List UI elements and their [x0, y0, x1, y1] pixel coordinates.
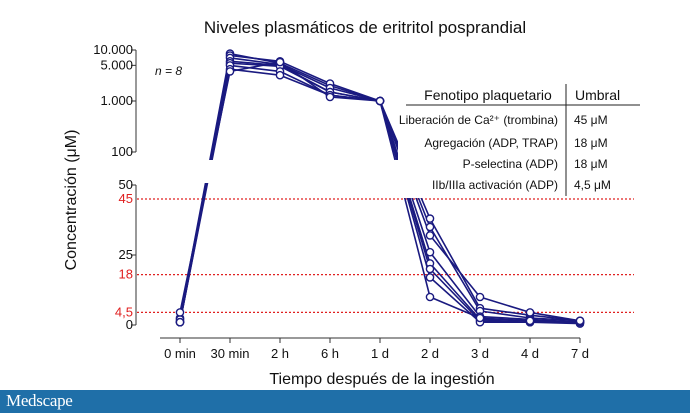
table-header-threshold: Umbral [575, 87, 620, 103]
sample-size-annotation: n = 8 [155, 64, 182, 78]
table-background [398, 80, 638, 198]
table-row-value: 18 μM [574, 136, 608, 150]
y-axis-label: Concentración (μM) [63, 130, 80, 271]
x-tick-label: 0 min [164, 346, 196, 361]
data-point [425, 273, 435, 282]
x-tick-label: 3 d [471, 346, 489, 361]
table-header-phenotype: Fenotipo plaquetario [424, 87, 552, 103]
table-row-value: 18 μM [574, 157, 608, 171]
y-tick-label: 100 [111, 144, 133, 159]
data-point [225, 67, 235, 76]
table-row-value: 45 μM [574, 113, 608, 127]
medscape-logo: Medscape [6, 391, 73, 410]
table-row-label: Agregación (ADP, TRAP) [424, 136, 558, 150]
threshold-table: Fenotipo plaquetario Umbral Liberación d… [398, 80, 640, 198]
footer-bar: Medscape [0, 390, 690, 413]
data-point [425, 247, 435, 257]
data-point [175, 317, 185, 327]
data-point [375, 96, 385, 106]
x-ticks: 0 min 30 min 2 h 6 h 1 d 2 d 3 d 4 d 7 d [164, 338, 589, 361]
data-point [275, 57, 285, 67]
x-tick-label: 6 h [321, 346, 339, 361]
x-tick-label: 2 h [271, 346, 289, 361]
table-row-label: IIb/IIIa activación (ADP) [432, 178, 558, 192]
data-point [425, 231, 435, 240]
chart-title: Niveles plasmáticos de eritritol pospran… [204, 18, 526, 37]
data-point [575, 316, 585, 326]
data-point [525, 308, 535, 317]
x-tick-label: 1 d [371, 346, 389, 361]
x-tick-label: 4 d [521, 346, 539, 361]
data-point [425, 264, 435, 274]
data-point [425, 214, 435, 223]
data-point [475, 292, 485, 302]
y-threshold-tick-label: 45 [119, 191, 133, 206]
table-row-label: Liberación de Ca²⁺ (trombina) [399, 113, 558, 127]
x-tick-label: 30 min [210, 346, 249, 361]
x-tick-label: 7 d [571, 346, 589, 361]
data-point [425, 292, 435, 302]
threshold-lines [137, 198, 634, 313]
y-threshold-tick-label: 4,5 [115, 304, 133, 319]
y-tick-label: 5.000 [100, 57, 133, 72]
series-markers [175, 49, 585, 328]
y-tick-label: 10.000 [93, 42, 133, 57]
data-point [425, 222, 435, 232]
y-tick-label: 50 [119, 177, 133, 192]
data-point [475, 313, 485, 323]
data-point [525, 316, 535, 326]
table-row-value: 4,5 μM [574, 178, 611, 192]
y-tick-label: 25 [119, 247, 133, 262]
data-point [275, 70, 285, 80]
table-row-label: P-selectina (ADP) [463, 157, 558, 171]
data-point [175, 308, 185, 317]
y-tick-label: 0 [126, 317, 133, 332]
data-point [325, 92, 335, 102]
chart: Niveles plasmáticos de eritritol pospran… [63, 18, 640, 388]
x-axis-label: Tiempo después de la ingestión [269, 371, 494, 388]
y-threshold-tick-label: 18 [119, 267, 133, 282]
y-tick-label: 1.000 [100, 93, 133, 108]
x-tick-label: 2 d [421, 346, 439, 361]
